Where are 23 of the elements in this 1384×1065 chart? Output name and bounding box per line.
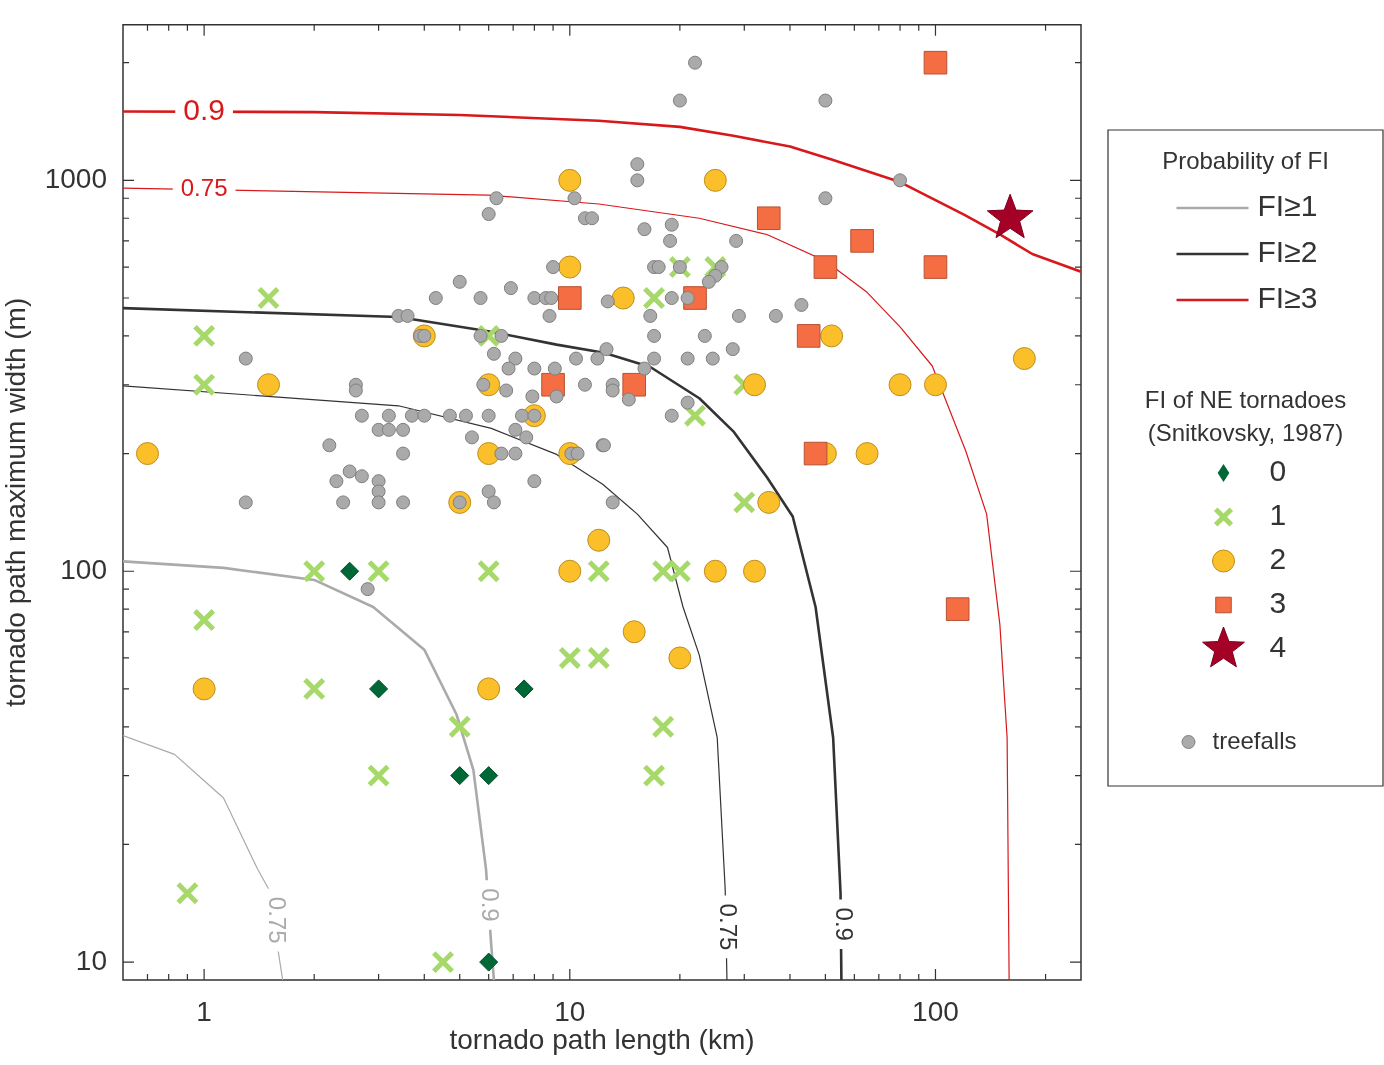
y-tick-label: 100 [60, 553, 107, 585]
legend-title: Probability of FI [1162, 146, 1329, 174]
text: FI of NE tornadoes (Snitkovsky, 1987) [1144, 385, 1347, 446]
y-tick-label: 10 [75, 944, 107, 976]
legend-label: FI≥3 [1257, 281, 1318, 315]
legend-label: treefalls [1212, 726, 1297, 754]
legend-label: FI≥2 [1257, 235, 1318, 269]
annotation: 0.75 [264, 896, 292, 944]
y-axis-title: tornado path maximum width (m) [0, 297, 31, 708]
legend-label: 0 [1269, 454, 1287, 488]
legend-label: FI≥1 [1257, 189, 1318, 223]
annotation: 0.9 [830, 907, 858, 941]
legend-label: 3 [1269, 586, 1287, 620]
annotation: 0.9 [477, 888, 505, 922]
x-tick-label: 100 [912, 995, 959, 1027]
legend-label: 2 [1269, 542, 1287, 576]
annotation: 0.9 [183, 92, 225, 126]
legend-label: 1 [1269, 498, 1287, 532]
x-tick-label: 1 [196, 995, 212, 1027]
annotation: 0.75 [715, 903, 743, 951]
annotation: 0.75 [180, 173, 228, 201]
y-tick-label: 1000 [44, 163, 107, 195]
legend-label: 4 [1269, 630, 1287, 664]
